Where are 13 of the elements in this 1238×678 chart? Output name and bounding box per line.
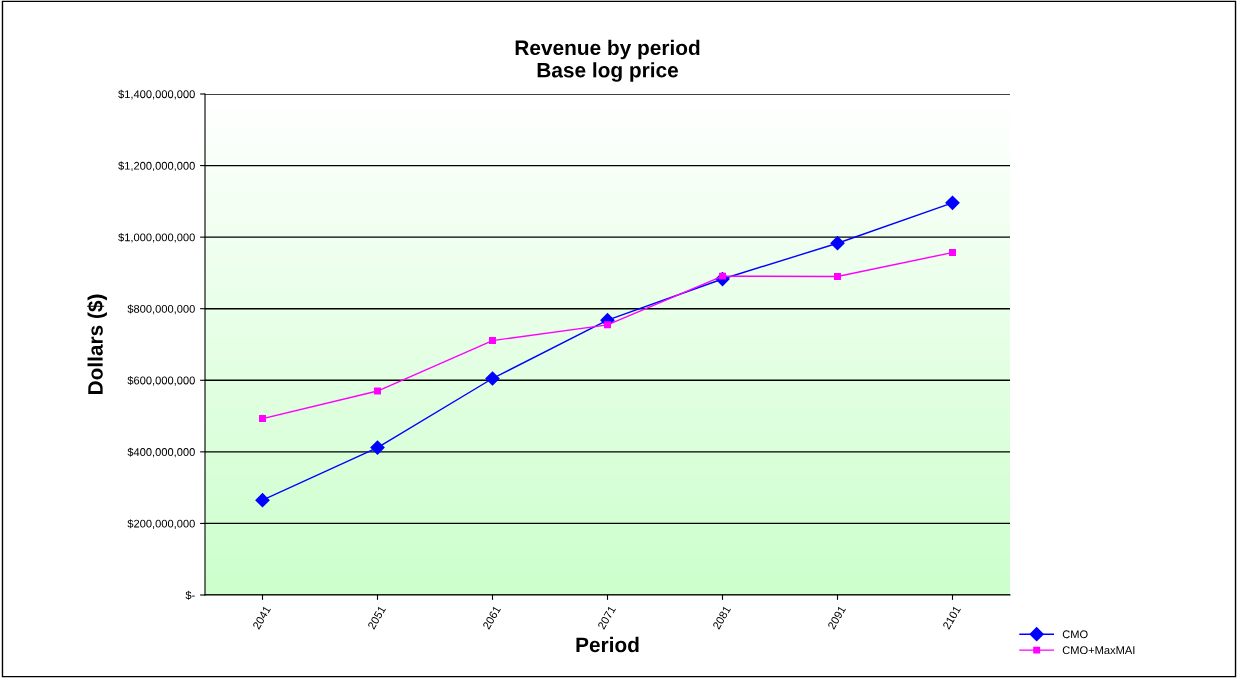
y-tick-label: $1,400,000,000 (118, 89, 195, 100)
y-tick-label: $400,000,000 (127, 447, 195, 458)
y-tick-label: $800,000,000 (127, 304, 195, 315)
legend-label: CMO+MaxMAI (1062, 646, 1135, 655)
y-tick-label: $- (185, 590, 195, 600)
legend-label: CMO (1062, 630, 1088, 639)
y-axis-title: Dollars ($) (87, 294, 107, 395)
y-tick-label: $1,200,000,000 (118, 161, 195, 172)
x-axis-title: Period (576, 636, 639, 653)
chart-title: Revenue by period Base log price (515, 39, 700, 82)
y-tick-label: $200,000,000 (127, 519, 195, 529)
y-tick-label: $1,000,000,000 (118, 232, 195, 243)
y-tick-label: $600,000,000 (127, 376, 195, 386)
